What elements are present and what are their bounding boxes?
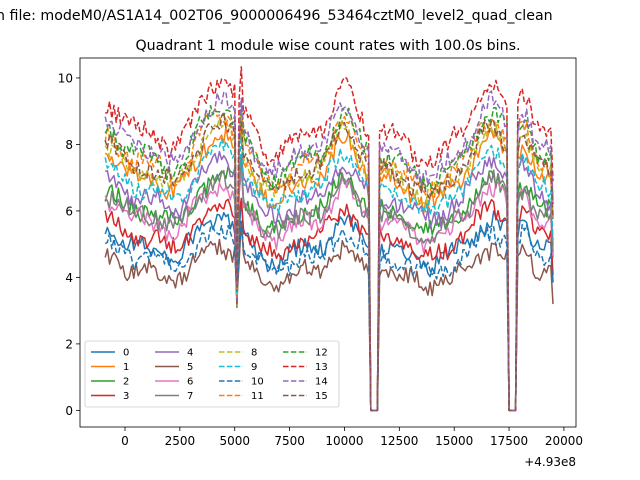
legend-label-14: 14 [315,377,328,388]
x-tick-label: 7500 [274,434,305,448]
chart-title: Quadrant 1 module wise count rates with … [135,38,520,54]
series-line-5 [104,220,554,412]
y-tick-label: 10 [58,71,73,85]
legend-label-15: 15 [315,391,328,402]
legend-label-7: 7 [187,391,193,402]
series-line-9 [104,134,554,412]
legend-label-0: 0 [123,348,129,359]
x-tick-label: 15000 [435,434,473,448]
legend-label-11: 11 [251,391,264,402]
series-line-15 [104,111,554,412]
legend-label-10: 10 [251,377,264,388]
y-tick-label: 2 [65,337,73,351]
legend-label-4: 4 [187,348,193,359]
legend-label-2: 2 [123,377,129,388]
series-line-0 [104,197,554,412]
series-line-12 [104,102,554,412]
series-line-7 [104,153,554,412]
series-line-13 [105,66,554,412]
x-axis: 0 2500 5000 7500 10000 12500 15000 17500 20000 [121,427,583,448]
x-tick-label: 2500 [165,434,196,448]
y-tick-label: 8 [65,138,73,152]
y-axis: 0 2 4 6 8 10 [58,71,80,418]
x-tick-label: 5000 [219,434,250,448]
series-line-11 [104,108,554,412]
series-layer [104,66,554,412]
legend-label-9: 9 [251,362,257,373]
legend-label-13: 13 [315,362,328,373]
legend-label-12: 12 [315,348,328,359]
x-offset-text: +4.93e8 [524,455,576,469]
legend-label-5: 5 [187,362,193,373]
series-line-3 [104,198,554,412]
figure-suptitle: n file: modeM0/AS1A14_002T06_9000006496_… [0,8,553,24]
series-line-14 [104,90,554,412]
y-tick-label: 6 [65,204,73,218]
series-line-10 [104,220,554,412]
legend-label-8: 8 [251,348,257,359]
legend-label-6: 6 [187,377,193,388]
x-tick-label: 20000 [545,434,583,448]
axes-frame [79,57,577,428]
x-tick-label: 12500 [380,434,418,448]
legend-label-3: 3 [123,391,129,402]
x-tick-label: 10000 [325,434,363,448]
y-tick-label: 0 [65,404,73,418]
legend-frame [84,340,340,408]
x-tick-label: 17500 [490,434,528,448]
series-line-8 [104,109,554,412]
y-tick-label: 4 [65,271,73,285]
legend-label-1: 1 [123,362,129,373]
x-tick-label: 0 [121,434,129,448]
